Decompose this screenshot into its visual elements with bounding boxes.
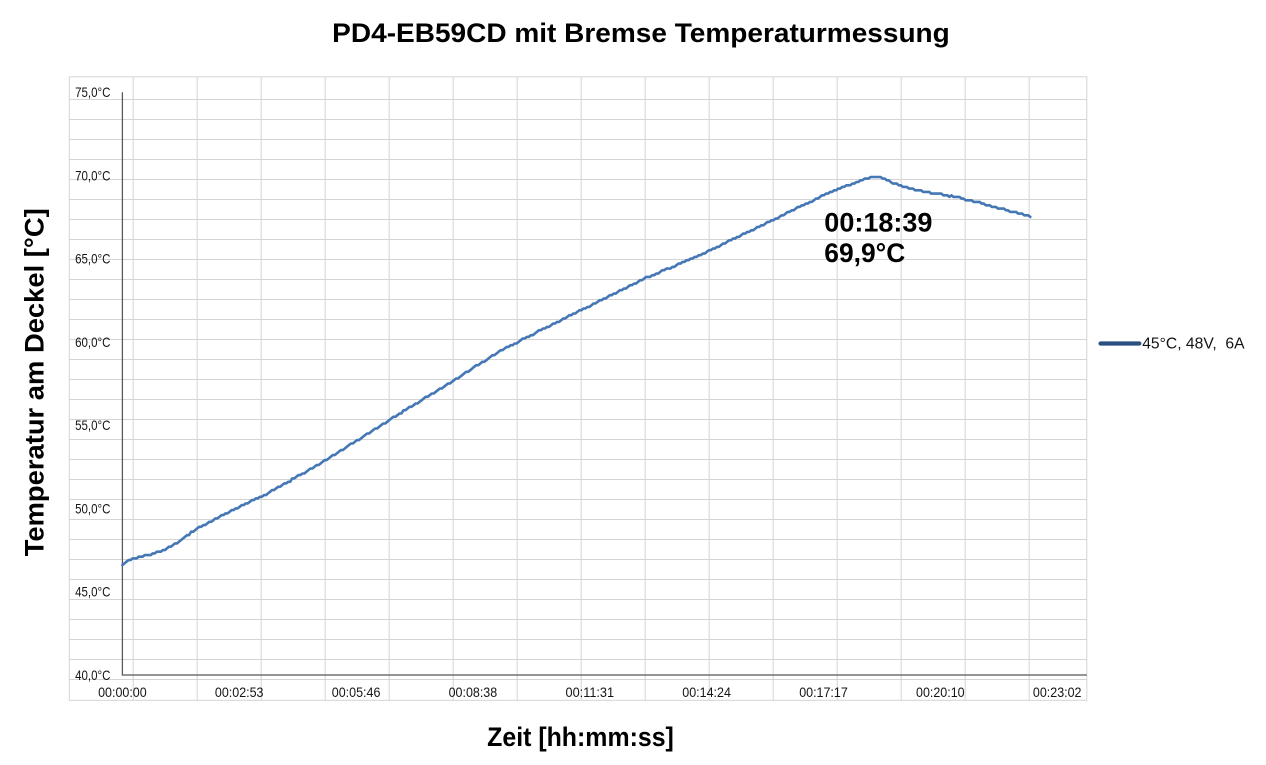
svg-text:65,0°C: 65,0°C	[75, 251, 110, 267]
svg-text:70,0°C: 70,0°C	[75, 167, 110, 183]
svg-text:00:18:39: 00:18:39	[824, 207, 932, 237]
svg-text:PD4-EB59CD mit Bremse Temperat: PD4-EB59CD mit Bremse Temperaturmessung	[332, 18, 950, 48]
svg-text:75,0°C: 75,0°C	[75, 84, 110, 100]
svg-text:00:08:38: 00:08:38	[449, 684, 498, 700]
svg-text:45°C, 48V, 6A: 45°C, 48V, 6A	[1142, 336, 1245, 353]
svg-text:60,0°C: 60,0°C	[75, 334, 110, 350]
svg-text:40,0°C: 40,0°C	[75, 667, 110, 683]
svg-text:00:14:24: 00:14:24	[682, 684, 731, 700]
svg-text:55,0°C: 55,0°C	[75, 417, 110, 433]
svg-text:00:17:17: 00:17:17	[799, 684, 848, 700]
svg-text:Temperatur am Deckel [°C]: Temperatur am Deckel [°C]	[20, 208, 50, 556]
svg-text:45,0°C: 45,0°C	[75, 584, 110, 600]
svg-text:69,9°C: 69,9°C	[824, 238, 905, 268]
svg-text:00:05:46: 00:05:46	[332, 684, 381, 700]
svg-text:00:02:53: 00:02:53	[215, 684, 264, 700]
svg-text:00:20:10: 00:20:10	[916, 684, 965, 700]
svg-text:50,0°C: 50,0°C	[75, 500, 110, 516]
svg-text:00:00:00: 00:00:00	[98, 684, 147, 700]
svg-text:00:23:02: 00:23:02	[1033, 684, 1082, 700]
svg-text:Zeit [hh:mm:ss]: Zeit [hh:mm:ss]	[487, 722, 674, 752]
svg-text:00:11:31: 00:11:31	[566, 684, 615, 700]
